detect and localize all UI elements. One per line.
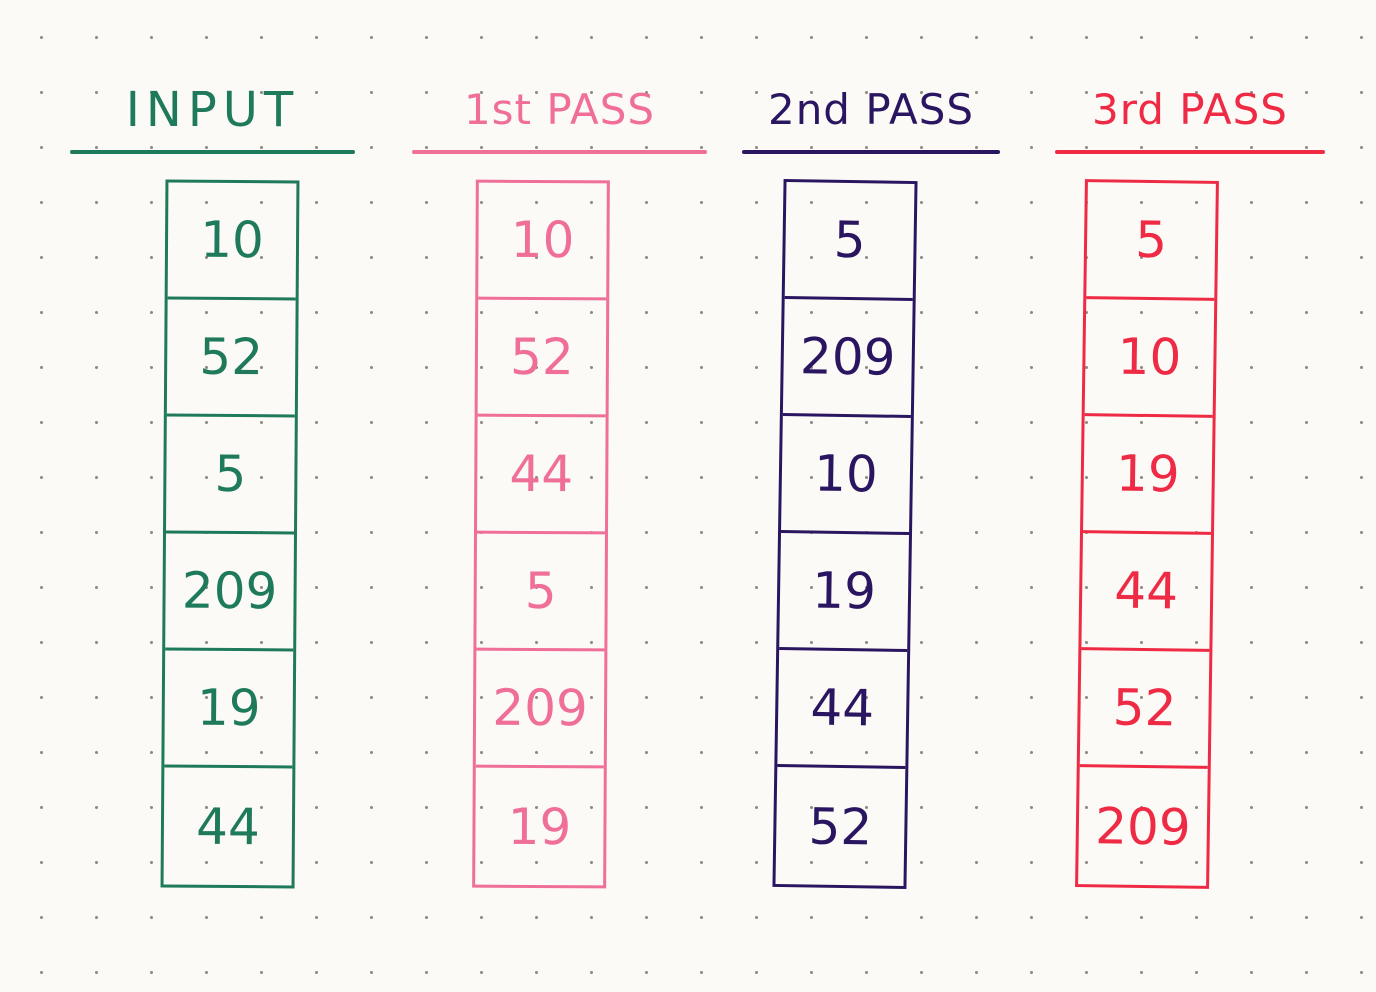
cell-3rd-pass-4: 44 xyxy=(1081,533,1211,652)
cell-2nd-pass-3: 10 xyxy=(781,416,911,536)
cell-1st-pass-3: 44 xyxy=(477,416,606,535)
column-title-1st-pass: 1st PASS xyxy=(463,85,656,134)
column-title-input: INPUT xyxy=(125,82,300,138)
cell-input-4: 209 xyxy=(165,533,294,652)
cell-stack-1st-pass: 10 52 44 5 209 19 xyxy=(472,179,610,889)
column-3rd-pass: 3rd PASS 5 10 19 44 52 209 xyxy=(1055,0,1325,992)
cell-1st-pass-2: 52 xyxy=(477,299,607,418)
cell-3rd-pass-3: 19 xyxy=(1083,416,1213,535)
cell-2nd-pass-2: 209 xyxy=(782,299,913,419)
column-1st-pass: 1st PASS 10 52 44 5 209 19 xyxy=(412,0,707,992)
title-underline-3rd-pass xyxy=(1055,150,1325,154)
cell-input-2: 52 xyxy=(166,299,296,418)
column-2nd-pass: 2nd PASS 5 209 10 19 44 52 xyxy=(742,0,1000,992)
cell-1st-pass-5: 209 xyxy=(475,650,605,769)
column-title-3rd-pass: 3rd PASS xyxy=(1092,85,1288,134)
cell-2nd-pass-6: 52 xyxy=(808,796,873,856)
cell-input-5: 19 xyxy=(164,650,294,769)
column-input: INPUT 10 52 5 209 19 44 xyxy=(70,0,355,992)
cell-2nd-pass-5: 44 xyxy=(777,649,908,769)
cell-3rd-pass-2: 10 xyxy=(1084,299,1215,418)
title-underline-2nd-pass xyxy=(742,150,1000,154)
cell-1st-pass-4: 5 xyxy=(476,533,605,652)
cell-3rd-pass-5: 52 xyxy=(1079,650,1210,769)
column-title-2nd-pass: 2nd PASS xyxy=(767,85,975,134)
cell-3rd-pass-6: 209 xyxy=(1094,796,1192,857)
title-underline-1st-pass xyxy=(412,150,707,154)
cell-stack-2nd-pass: 5 209 10 19 44 52 xyxy=(772,178,918,890)
cell-1st-pass-1: 10 xyxy=(478,182,607,301)
cell-stack-input: 10 52 5 209 19 44 xyxy=(160,179,300,889)
cell-stack-3rd-pass: 5 10 19 44 52 209 xyxy=(1075,179,1219,889)
cell-3rd-pass-1: 5 xyxy=(1086,182,1216,301)
cell-input-6: 44 xyxy=(195,797,260,856)
cell-2nd-pass-1: 5 xyxy=(784,182,915,302)
cell-1st-pass-6: 19 xyxy=(507,797,572,856)
cell-2nd-pass-4: 19 xyxy=(779,532,909,652)
title-underline-input xyxy=(70,150,355,154)
cell-input-3: 5 xyxy=(166,416,295,535)
cell-input-1: 10 xyxy=(167,182,297,301)
